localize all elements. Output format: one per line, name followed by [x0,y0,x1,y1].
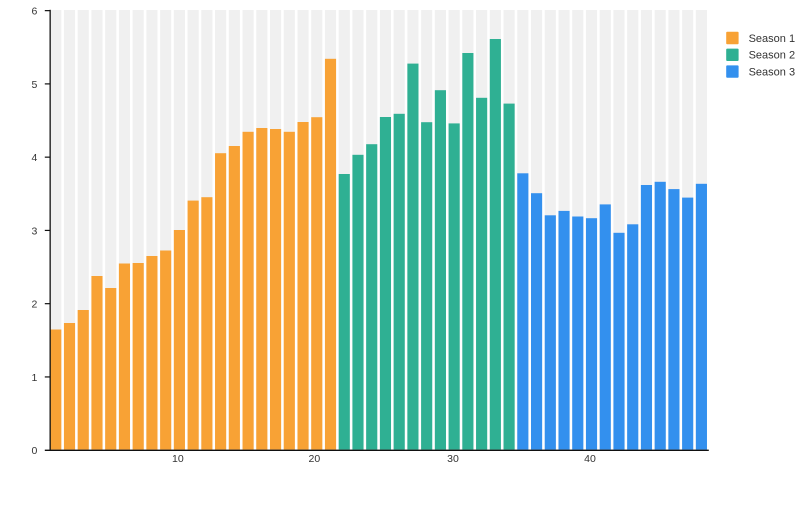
svg-text:4: 4 [32,152,38,164]
svg-text:5: 5 [32,79,38,91]
svg-text:20: 20 [309,453,321,465]
svg-text:3: 3 [32,225,38,237]
svg-text:Season 3: Season 3 [749,67,795,79]
svg-text:30: 30 [447,453,459,465]
svg-text:Season 1: Season 1 [749,33,795,45]
svg-text:40: 40 [584,453,596,465]
svg-text:Season 2: Season 2 [749,50,795,62]
svg-text:10: 10 [172,453,184,465]
svg-text:6: 6 [32,6,38,18]
svg-text:2: 2 [32,299,38,311]
svg-text:0: 0 [32,445,38,457]
svg-text:1: 1 [32,372,38,384]
